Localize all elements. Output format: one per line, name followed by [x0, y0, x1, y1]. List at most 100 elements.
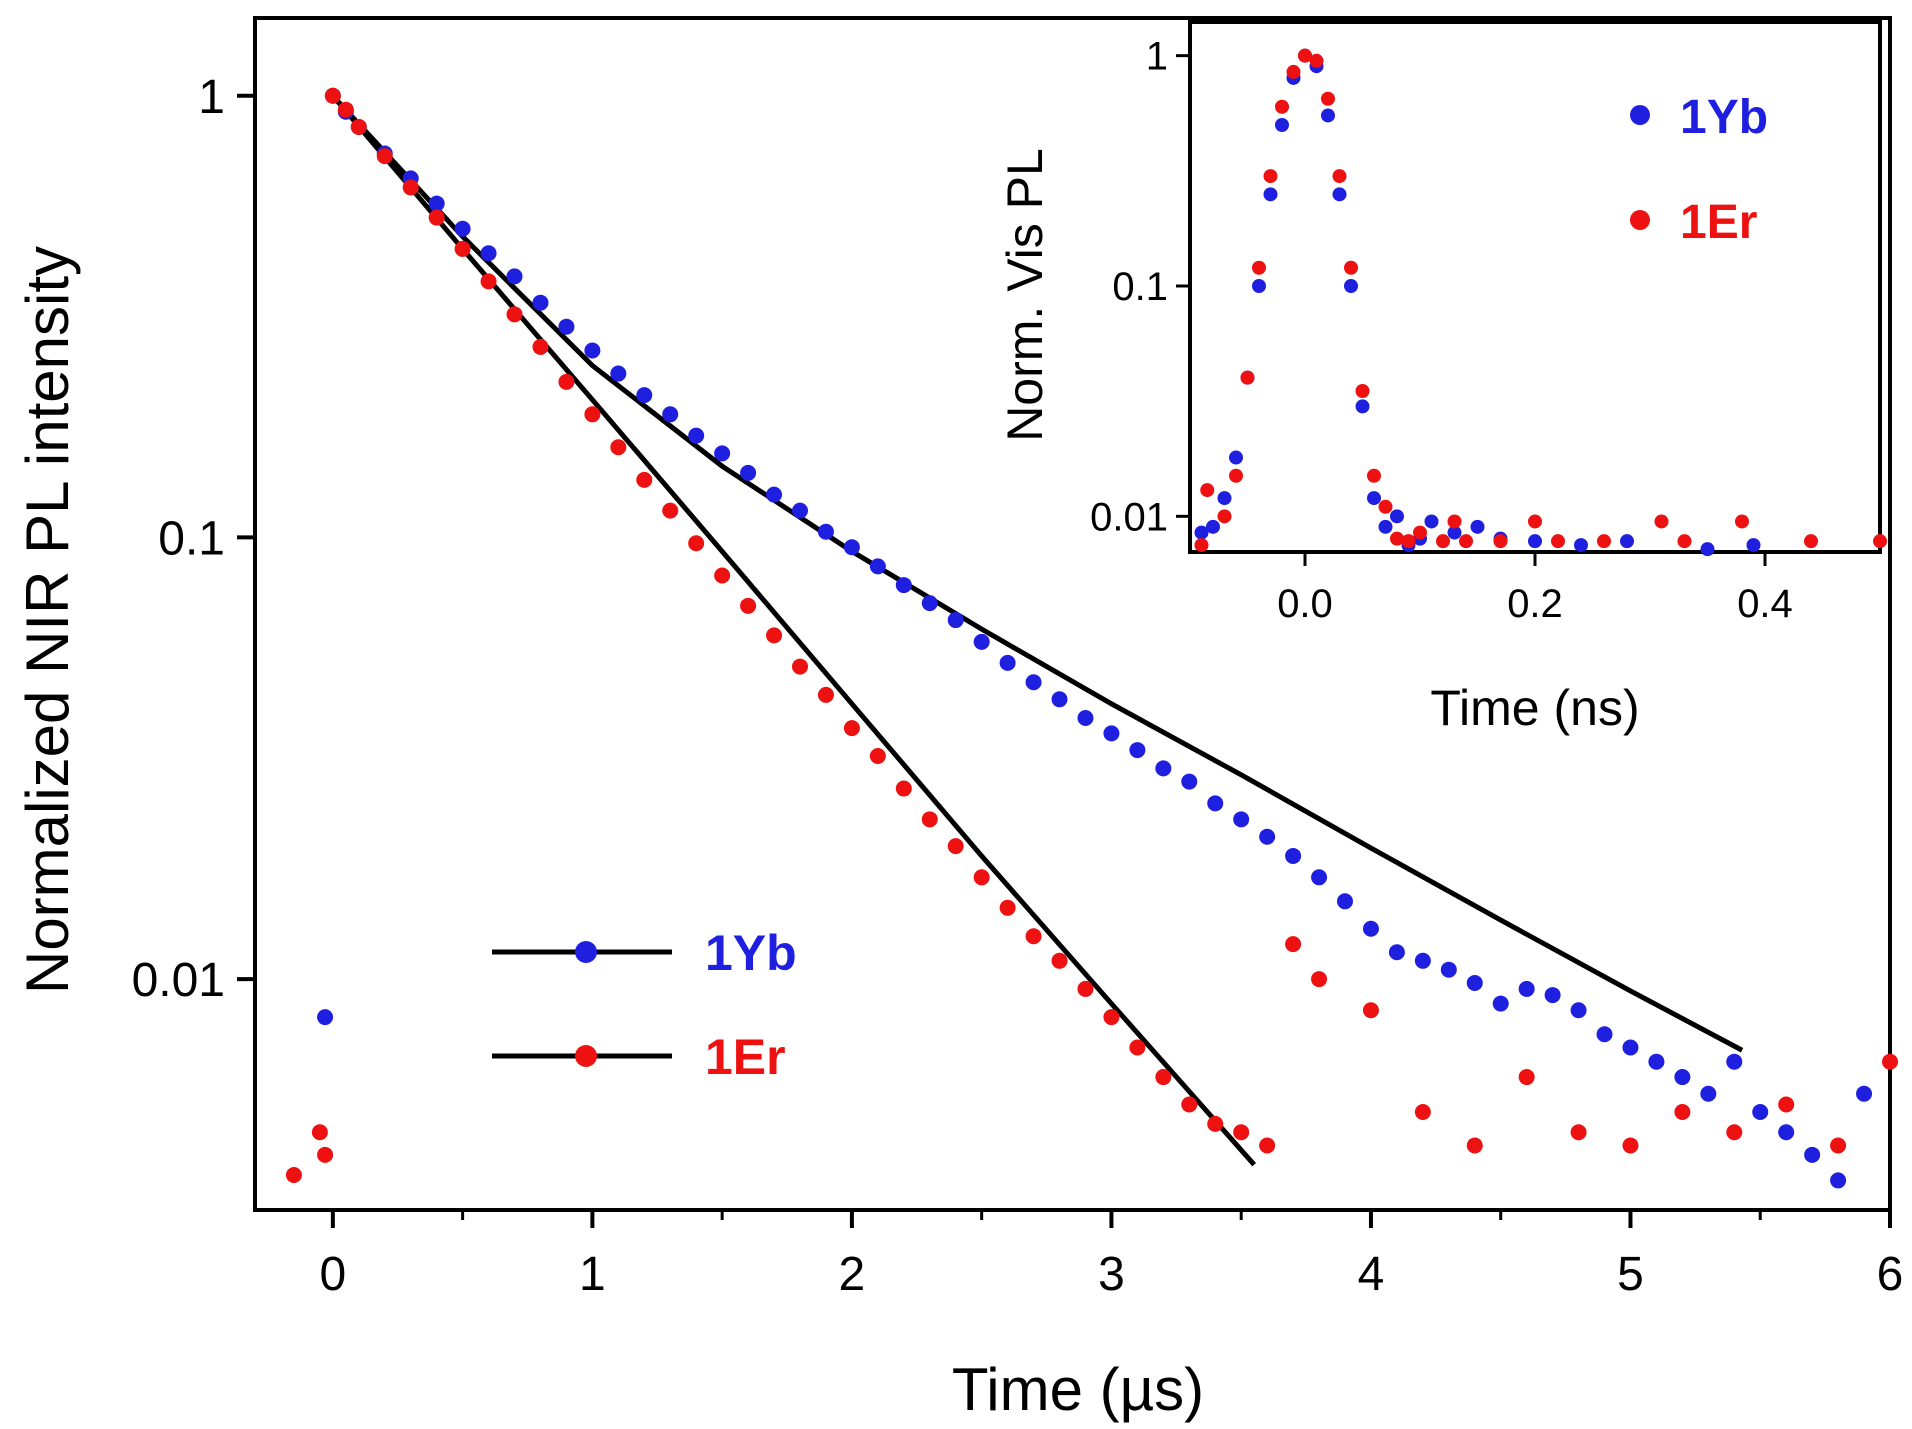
- inset-axes: 0.0 0.2 0.4 0.01 0.1 1: [1090, 35, 1793, 626]
- data-point-1er: [402, 179, 419, 196]
- data-point-1er: [714, 567, 731, 584]
- inset-legend-label-1er: 1Er: [1680, 196, 1757, 249]
- inset-data-point-1er: [1286, 64, 1301, 79]
- inset-data-point-1er: [1551, 534, 1565, 549]
- data-point-1yb: [584, 342, 601, 359]
- data-point-1yb: [1622, 1039, 1639, 1056]
- x-tick-label: 3: [1098, 1248, 1125, 1301]
- data-point-1yb: [1362, 920, 1379, 937]
- inset-data-point-1yb: [1746, 538, 1761, 553]
- inset-data-point-1yb: [1332, 187, 1347, 202]
- data-point-1yb: [1544, 987, 1561, 1004]
- data-point-1yb: [1337, 893, 1353, 910]
- inset-data-point-1er: [1229, 468, 1243, 483]
- inset-legend-label-1yb: 1Yb: [1680, 91, 1768, 144]
- inset-data-point-1er: [1528, 514, 1542, 529]
- legend-marker-1er: [575, 1045, 597, 1067]
- data-point-1yb: [1518, 980, 1535, 997]
- data-point-1yb: [1077, 710, 1094, 727]
- data-point-1yb: [1259, 828, 1276, 845]
- data-point-1er: [1466, 1137, 1483, 1154]
- data-point-1er: [610, 439, 627, 456]
- data-point-1er: [688, 535, 705, 552]
- inset-data-point-1er: [1321, 91, 1335, 106]
- inset-data-point-1yb: [1390, 509, 1404, 524]
- data-point-1yb: [1830, 1172, 1847, 1189]
- inset-data-points: [1194, 48, 1887, 557]
- data-point-1er: [1778, 1096, 1795, 1113]
- inset-legend: 1Yb 1Er: [1630, 91, 1768, 249]
- main-fit-lines: [330, 94, 1744, 1167]
- data-point-1yb: [766, 486, 783, 503]
- data-point-1er: [792, 658, 808, 675]
- data-point-1er: [428, 209, 445, 226]
- data-point-1yb: [1181, 773, 1198, 790]
- data-point-1er: [1077, 980, 1094, 997]
- data-point-1yb: [1129, 742, 1146, 759]
- x-tick-label: 5: [1617, 1248, 1644, 1301]
- data-point-1yb: [317, 1009, 334, 1026]
- inset-data-point-1yb: [1700, 542, 1715, 557]
- inset-data-point-1yb: [1229, 450, 1243, 465]
- data-point-1yb: [843, 539, 860, 556]
- inset-data-point-1yb: [1424, 514, 1439, 529]
- inset-data-point-1er: [1597, 534, 1611, 549]
- inset-y-tick-label: 0.01: [1090, 495, 1168, 539]
- y-tick-label: 0.1: [158, 512, 225, 565]
- data-point-1yb: [532, 294, 549, 311]
- data-point-1yb: [1051, 691, 1068, 708]
- data-point-1er: [1051, 952, 1068, 969]
- data-point-1yb: [1311, 869, 1328, 886]
- main-axes: 0 1 2 3 4 5 6 0.01 0.1 1: [132, 71, 1904, 1301]
- inset-x-tick-label: 0.4: [1737, 582, 1793, 626]
- main-legend: 1Yb 1Er: [492, 925, 797, 1085]
- data-point-1er: [973, 869, 990, 886]
- data-point-1er: [532, 338, 549, 355]
- data-point-1er: [454, 240, 471, 257]
- data-point-1yb: [1388, 944, 1405, 961]
- data-point-1er: [869, 747, 886, 764]
- data-point-1er: [895, 780, 912, 797]
- inset-background: [1190, 22, 1880, 552]
- data-point-1er: [1181, 1096, 1198, 1113]
- inset-data-point-1yb: [1620, 534, 1634, 549]
- inset-data-point-1er: [1298, 48, 1312, 63]
- data-point-1er: [584, 406, 601, 423]
- data-point-1yb: [480, 245, 497, 262]
- data-point-1yb: [688, 427, 705, 444]
- data-point-1yb: [506, 268, 523, 285]
- inset-data-point-1yb: [1574, 538, 1588, 553]
- inset-data-point-1er: [1735, 514, 1749, 529]
- inset-data-point-1er: [1873, 534, 1887, 549]
- data-point-1er: [921, 811, 938, 828]
- data-point-1yb: [1492, 995, 1509, 1012]
- data-point-1er: [740, 597, 757, 614]
- inset-data-point-1er: [1367, 468, 1381, 483]
- data-point-1er: [999, 899, 1016, 916]
- fit-line-1er: [330, 94, 1257, 1167]
- inset-data-point-1er: [1436, 534, 1450, 549]
- inset-data-point-1er: [1217, 509, 1232, 524]
- data-point-1yb: [1440, 961, 1457, 978]
- data-point-1yb: [1778, 1124, 1795, 1141]
- inset-legend-marker-1yb: [1630, 105, 1650, 125]
- inset-data-point-1yb: [1470, 519, 1485, 534]
- data-point-1er: [317, 1146, 334, 1163]
- data-point-1yb: [636, 387, 653, 404]
- data-point-1er: [1285, 936, 1302, 953]
- data-point-1yb: [1207, 795, 1224, 812]
- data-point-1er: [1830, 1137, 1847, 1154]
- inset-data-point-1er: [1200, 483, 1215, 498]
- inset-data-point-1yb: [1217, 491, 1232, 506]
- data-point-1yb: [662, 406, 679, 423]
- x-tick-label: 2: [839, 1248, 866, 1301]
- data-point-1er: [1674, 1104, 1691, 1121]
- inset-data-point-1er: [1447, 514, 1462, 529]
- inset-data-point-1yb: [1206, 519, 1220, 534]
- data-point-1er: [1233, 1124, 1250, 1141]
- inset-y-tick-label: 1: [1146, 35, 1168, 79]
- data-point-1er: [558, 373, 575, 390]
- data-point-1yb: [1700, 1085, 1717, 1102]
- data-point-1er: [662, 502, 679, 519]
- inset-data-point-1yb: [1252, 278, 1266, 293]
